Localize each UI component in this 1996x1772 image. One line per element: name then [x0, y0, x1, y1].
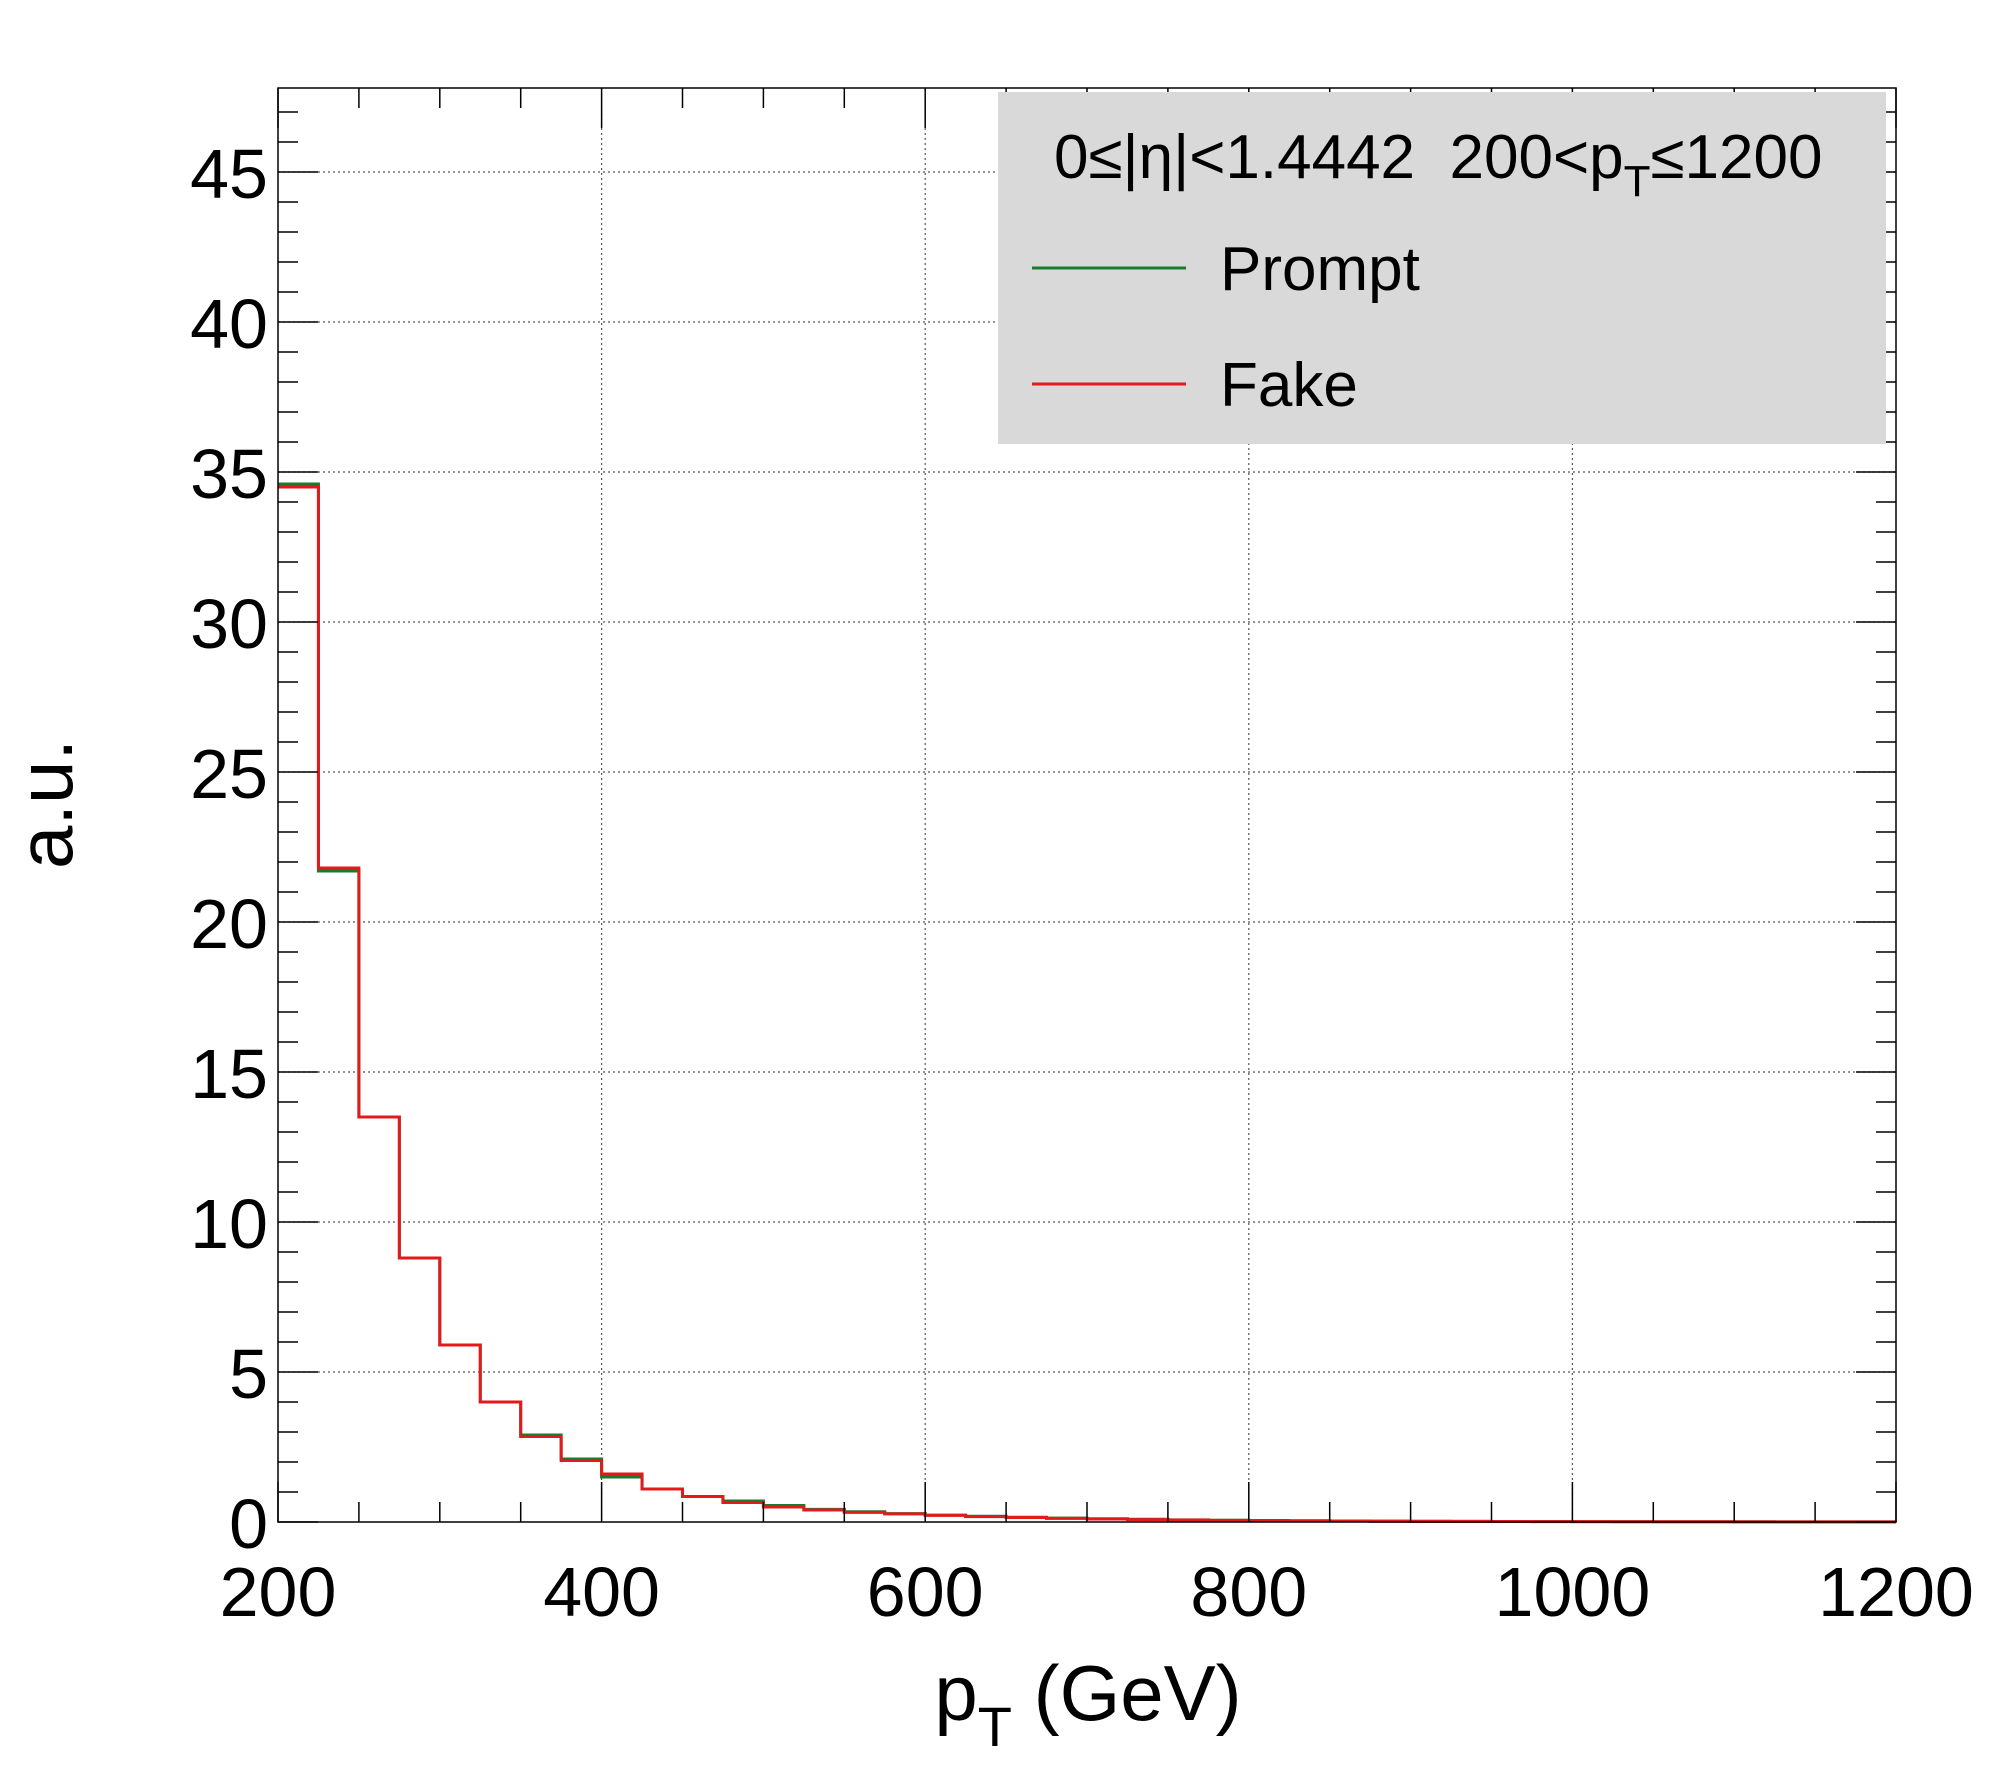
series-fake: [278, 485, 1896, 1524]
x-tick-label: 400: [543, 1553, 660, 1631]
legend-label-fake: Fake: [1220, 351, 1358, 420]
y-tick-label: 35: [190, 435, 268, 513]
series-prompt: [278, 482, 1896, 1524]
x-tick-label: 1000: [1495, 1553, 1651, 1631]
y-tick-label: 5: [229, 1335, 268, 1413]
y-axis-title: a.u.: [1, 739, 89, 869]
y-tick-label: 20: [190, 885, 268, 963]
y-tick-label: 40: [190, 285, 268, 363]
x-tick-label: 1200: [1818, 1553, 1974, 1631]
y-tick-label: 10: [190, 1185, 268, 1263]
grid: [278, 88, 1896, 1522]
x-tick-label: 600: [867, 1553, 984, 1631]
x-tick-label: 200: [220, 1553, 337, 1631]
legend-label-prompt: Prompt: [1220, 235, 1420, 304]
y-tick-label: 15: [190, 1035, 268, 1113]
y-tick-label: 45: [190, 135, 268, 213]
y-tick-label: 25: [190, 735, 268, 813]
y-tick-label: 0: [229, 1485, 268, 1563]
x-tick-label: 800: [1190, 1553, 1307, 1631]
x-axis-title: pT (GeV): [934, 1649, 1241, 1758]
legend: 0≤|η|<1.4442 200<pT≤1200 Prompt Fake: [998, 92, 1886, 444]
legend-header: 0≤|η|<1.4442 200<pT≤1200: [1054, 123, 1822, 206]
y-tick-label: 30: [190, 585, 268, 663]
series-layer: [278, 482, 1896, 1524]
